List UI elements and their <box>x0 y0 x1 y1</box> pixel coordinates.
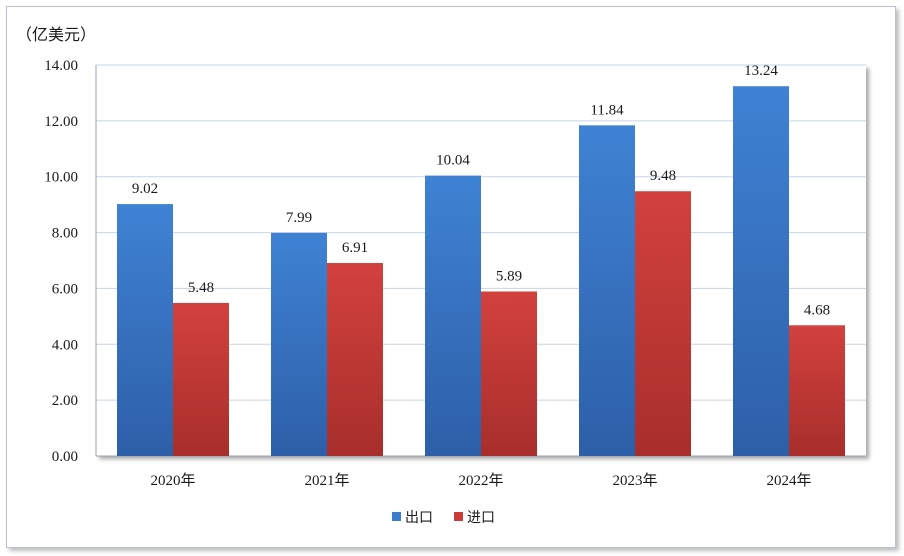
y-tick-label: 8.00 <box>52 226 78 242</box>
data-label: 9.02 <box>132 181 158 197</box>
data-label: 4.68 <box>804 302 830 318</box>
bar <box>635 191 691 457</box>
legend: 出口 进口 <box>392 510 495 526</box>
bar <box>481 291 537 456</box>
bar <box>733 86 789 457</box>
x-tick-label: 2022年 <box>458 472 503 489</box>
plot-area: 0.00 2.00 4.00 6.00 8.00 10.00 12.00 14.00 9.02 5… <box>44 58 866 489</box>
bar <box>425 175 481 456</box>
data-label: 11.84 <box>590 102 624 118</box>
data-label: 10.04 <box>436 153 470 169</box>
x-tick-label: 2024年 <box>766 472 811 489</box>
bar <box>789 325 845 456</box>
bar <box>327 263 383 456</box>
bar <box>271 232 327 456</box>
data-label: 9.48 <box>650 168 676 184</box>
y-tick-label: 14.00 <box>44 58 78 74</box>
y-tick-label: 6.00 <box>52 281 78 297</box>
data-label: 6.91 <box>342 240 368 256</box>
y-tick-label: 10.00 <box>44 170 78 186</box>
y-tick-label: 12.00 <box>44 114 78 130</box>
x-tick-label: 2021年 <box>304 472 349 489</box>
x-tick-label: 2020年 <box>150 472 195 489</box>
x-tick-label: 2023年 <box>612 472 657 489</box>
unit-label: （亿美元） <box>16 25 96 44</box>
data-label: 13.24 <box>744 63 778 79</box>
data-label: 5.89 <box>496 269 522 285</box>
legend-swatch <box>454 512 463 521</box>
legend-label: 进口 <box>467 510 495 526</box>
y-tick-label: 2.00 <box>52 393 78 409</box>
legend-label: 出口 <box>405 510 433 526</box>
y-tick-label: 0.00 <box>52 449 78 465</box>
bar <box>579 125 635 456</box>
legend-swatch <box>392 512 401 521</box>
data-label: 7.99 <box>286 210 312 226</box>
bar <box>117 204 173 456</box>
data-label: 5.48 <box>188 280 214 296</box>
bar <box>173 302 229 456</box>
y-tick-label: 4.00 <box>52 337 78 353</box>
